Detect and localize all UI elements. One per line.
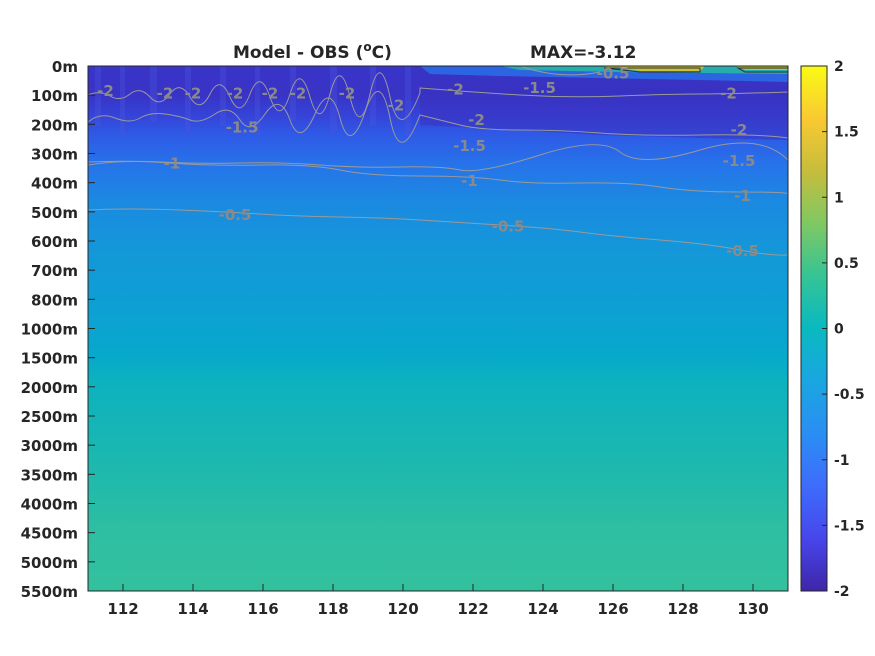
contour-label: -1.5 [523, 79, 556, 97]
contour-label: -2 [720, 85, 737, 103]
y-tick-label: 2500m [21, 408, 78, 426]
y-axis: 0m 100m 200m 300m 400m 500m 600m 700m 800m 1000m 1… [21, 58, 95, 601]
colorbar-tick-label: -1.5 [834, 518, 865, 534]
colorbar-tick-label: 2 [834, 59, 844, 75]
contour-label: -0.5 [726, 242, 759, 260]
contour-minus-2-upper [88, 72, 788, 120]
contour-lines [88, 66, 788, 256]
y-tick-label: 5000m [21, 554, 78, 572]
y-tick-label: 5500m [21, 583, 78, 601]
contour-label: -1 [461, 172, 478, 190]
colorbar-tick-label: -2 [834, 584, 850, 600]
contour-minus-2-lower [88, 90, 788, 143]
chart-title: Model - OBS (oC) MAX=-3.12 [233, 40, 636, 63]
contour-label: -0.5 [492, 217, 525, 235]
contour-label: -2 [731, 121, 748, 139]
contour-label: -1 [734, 187, 751, 205]
x-tick-label: 128 [667, 600, 698, 618]
x-tick-label: 114 [177, 600, 208, 618]
contour-label: -2 [290, 85, 307, 103]
contour-label: -2 [157, 85, 174, 103]
title-max: MAX=-3.12 [530, 43, 636, 63]
contour-minus-1 [88, 160, 788, 195]
y-tick-label: 300m [31, 146, 78, 164]
title-left: Model - OBS (oC) [233, 40, 392, 63]
contour-label: -2 [447, 80, 464, 98]
y-tick-label: 200m [31, 116, 78, 134]
contour-label: -2 [339, 85, 356, 103]
colorbar-ticks: 2 1.5 1 0.5 0 -0.5 -1 -1.5 -2 [822, 59, 865, 600]
y-tick-label: 4000m [21, 496, 78, 514]
y-tick-label: 500m [31, 204, 78, 222]
x-tick-label: 126 [597, 600, 628, 618]
surface-cold-band [88, 66, 788, 140]
y-tick-label: 3000m [21, 437, 78, 455]
contour-minus-0-5-surface [519, 66, 601, 76]
y-tick-label: 4500m [21, 525, 78, 543]
contour-label: -1.5 [453, 137, 486, 155]
contour-label: -0.5 [597, 64, 630, 82]
contour-surface-hot [603, 67, 788, 73]
colorbar-tick-label: 1 [834, 190, 844, 206]
x-tick-label: 116 [247, 600, 278, 618]
colorbar-tick-label: -0.5 [834, 387, 865, 403]
contour-label: -1.5 [226, 118, 259, 136]
x-axis: 112 114 116 118 120 122 124 126 128 130 [107, 584, 769, 618]
y-tick-label: 1500m [21, 350, 78, 368]
x-tick-label: 124 [527, 600, 558, 618]
contour-label: -2 [185, 85, 202, 103]
x-tick-label: 130 [737, 600, 768, 618]
contour-labels: -2 -2 -2 -2 -2 -2 -2-2-2-2-2-2-1.5-1.5-1.5-1.5… [97, 64, 759, 260]
x-tick-label: 120 [387, 600, 418, 618]
colorbar-tick-label: 1.5 [834, 125, 859, 141]
y-tick-label: 800m [31, 291, 78, 309]
contour-minus-0-5 [88, 208, 788, 256]
colorbar-tick-label: 0 [834, 322, 844, 338]
contour-label: -1.5 [723, 152, 756, 170]
y-tick-label: 1000m [21, 321, 78, 339]
y-tick-label: 400m [31, 175, 78, 193]
y-tick-label: 600m [31, 233, 78, 251]
colorbar-tick-label: -1 [834, 453, 850, 469]
y-tick-label: 0m [52, 58, 78, 76]
colorbar-tick-label: 0.5 [834, 256, 859, 272]
y-tick-label: 2000m [21, 379, 78, 397]
contour-minus-1-5 [88, 142, 788, 172]
y-tick-label: 700m [31, 262, 78, 280]
x-tick-label: 118 [317, 600, 348, 618]
plot-area: -2 -2 -2 -2 -2 -2 -2-2-2-2-2-2-1.5-1.5-1.5-1.5… [88, 64, 788, 591]
colorbar: 2 1.5 1 0.5 0 -0.5 -1 -1.5 -2 [800, 59, 865, 600]
y-tick-label: 3500m [21, 466, 78, 484]
contour-label: -2 [468, 111, 485, 129]
surface-cold-core [88, 66, 420, 100]
vertical-streaks [95, 66, 411, 136]
contour-label: -2 [262, 85, 279, 103]
field-background [88, 66, 788, 591]
x-tick-label: 112 [107, 600, 138, 618]
contour-label: -2 [388, 96, 405, 114]
contour-label: -2 [227, 85, 244, 103]
y-tick-label: 100m [31, 87, 78, 105]
contour-label: -2 [97, 82, 114, 100]
x-tick-label: 122 [457, 600, 488, 618]
contour-label: -1 [164, 155, 181, 173]
contour-label: -0.5 [219, 206, 252, 224]
